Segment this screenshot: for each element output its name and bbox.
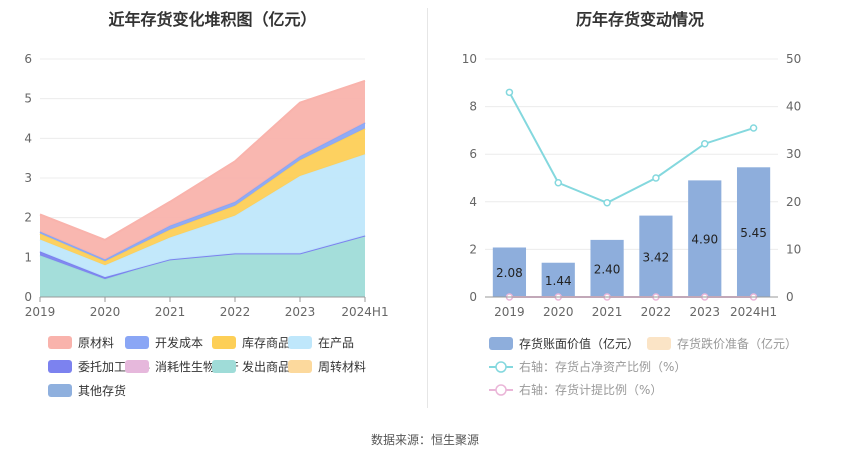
legend-label-在产品: 在产品 [318, 336, 354, 350]
panel-divider [427, 8, 428, 408]
bar-value-label: 2.40 [594, 262, 621, 276]
inventory-combo-chart: 0 2 4 6 8 10 0 10 20 30 40 50 2.08 1.44 2.40 3.42 4.90 5.… [462, 52, 802, 397]
bar-value-label: 4.90 [691, 233, 718, 247]
y2-tick-label: 20 [786, 195, 801, 209]
x-tick-label: 2021 [155, 305, 186, 319]
point-net-asset-ratio [749, 124, 758, 132]
left-chart-title: 近年存货变化堆积图（亿元） [108, 10, 317, 29]
point-net-asset-ratio [554, 179, 562, 187]
y-tick-label: 1 [24, 250, 32, 264]
bar-value-label: 5.45 [740, 226, 767, 240]
y-tick-label: 6 [24, 52, 32, 66]
bar-2021 [590, 239, 624, 297]
area-库存商品 [40, 128, 365, 266]
point-net-asset-ratio [701, 139, 709, 148]
y2-tick-label: 50 [786, 52, 801, 66]
y-tick-label: 8 [469, 100, 477, 114]
y-tick-label: 4 [469, 195, 477, 209]
data-source-note: 数据来源：恒生聚源 [370, 433, 479, 447]
legend-label-原材料: 原材料 [78, 336, 114, 350]
legend-label-周转材料: 周转材料 [318, 359, 366, 374]
x-tick-label: 2022 [641, 305, 672, 319]
area-edge-委托加工材料 [39, 234, 366, 279]
bar-2020 [541, 262, 575, 297]
legend-swatch-原材料 [48, 336, 72, 349]
legend-swatch-其他存货 [48, 384, 72, 397]
x-tick-label: 2021 [592, 305, 623, 319]
x-tick-label: 2024H1 [341, 305, 388, 319]
y-tick-label: 2 [24, 211, 32, 225]
bar-2023 [688, 180, 722, 297]
y2-tick-label: 10 [786, 242, 801, 256]
legend-swatch-消耗性生物资产 [125, 360, 149, 373]
legend-swatch-委托加工材料 [48, 360, 72, 373]
y-tick-label: 10 [462, 52, 477, 66]
y-tick-label: 3 [24, 171, 32, 185]
legend-label-ratio: 右轴：存货占净资产比例（%） [519, 359, 686, 374]
x-tick-label: 2019 [494, 305, 525, 319]
line-net-asset-ratio [508, 91, 754, 204]
y2-tick-label: 30 [786, 147, 801, 161]
legend-swatch-发出商品 [212, 360, 236, 373]
x-tick-label: 2019 [25, 305, 56, 319]
y2-tick-label: 40 [786, 100, 801, 114]
bar-2022 [639, 215, 673, 297]
area-原材料 [40, 80, 365, 260]
y2-tick-label: 0 [786, 290, 794, 304]
legend-swatch-bar [489, 337, 513, 350]
right-chart-title: 历年存货变动情况 [575, 10, 704, 29]
bar-value-label: 1.44 [545, 274, 572, 288]
area-edge-原材料 [39, 79, 366, 241]
legend-label-bar: 存货账面价值（亿元） [519, 336, 639, 351]
point-net-asset-ratio [652, 174, 660, 182]
x-tick-label: 2022 [220, 305, 251, 319]
legend-swatch-库存商品 [212, 336, 236, 349]
legend-swatch-开发成本 [125, 336, 149, 349]
x-tick-label: 2024H1 [730, 305, 777, 319]
legend-label-库存商品: 库存商品 [242, 335, 290, 350]
legend-label-发出商品: 发出商品 [242, 359, 290, 374]
legend-label-prep: 存货跌价准备（亿元） [677, 336, 797, 351]
bar-2019 [492, 247, 527, 297]
point-net-asset-ratio [603, 199, 611, 207]
bar-value-label: 2.08 [496, 266, 523, 280]
legend-swatch-周转材料 [288, 360, 312, 373]
bar-2024H1 [736, 167, 771, 297]
stacked-area-chart: 0 1 2 3 4 5 6 2019 2020 2021 2022 2023 2024H1 原材料 开发成本… [24, 52, 388, 398]
y-tick-label: 2 [469, 242, 477, 256]
legend-label-其他存货: 其他存货 [78, 383, 126, 398]
legend-swatch-在产品 [288, 336, 312, 349]
y-tick-label: 4 [24, 131, 32, 145]
y-tick-label: 6 [469, 147, 477, 161]
legend-swatch-prep [647, 337, 671, 350]
area-在产品 [40, 154, 365, 278]
x-tick-label: 2020 [543, 305, 574, 319]
point-net-asset-ratio [505, 88, 514, 97]
stacked-area-panel: 近年存货变化堆积图（亿元） 0 1 2 3 4 5 6 2019 2020 2021 2022 202… [0, 0, 425, 420]
x-tick-label: 2020 [90, 305, 121, 319]
y-tick-label: 0 [24, 290, 32, 304]
legend-label-prov: 右轴：存货计提比例（%） [519, 382, 662, 397]
x-tick-label: 2023 [285, 305, 316, 319]
legend-marker-ratio [495, 361, 507, 373]
x-tick-label: 2023 [689, 305, 720, 319]
inventory-bar-panel: 历年存货变动情况 0 2 4 6 8 10 0 10 20 30 40 50 2.08 1.44 2.40 3… [430, 0, 850, 420]
y-tick-label: 0 [469, 290, 477, 304]
bar-value-label: 3.42 [643, 250, 670, 264]
area-开发成本 [40, 122, 365, 262]
legend-marker-prov [495, 384, 507, 396]
legend-label-开发成本: 开发成本 [155, 335, 203, 350]
area-发出商品 [40, 235, 365, 297]
y-tick-label: 5 [24, 92, 32, 106]
